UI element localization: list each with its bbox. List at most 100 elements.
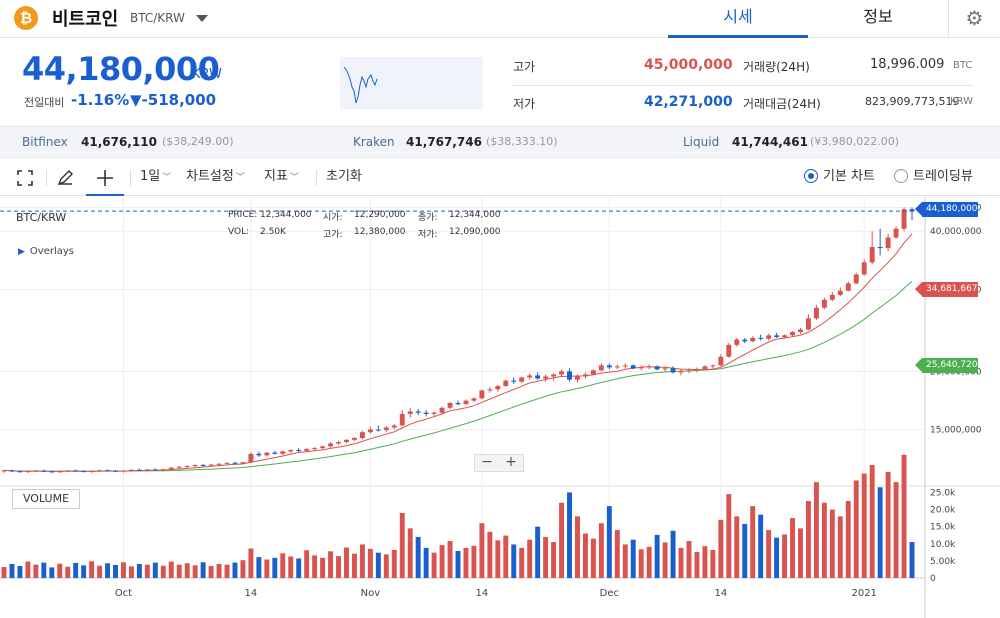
chevron-down-icon: ﹀ — [162, 173, 172, 183]
toolbar-divider — [130, 170, 131, 186]
candle-body — [606, 365, 612, 368]
y-tick-label: 15,000,000 — [930, 425, 982, 435]
volume-bar — [463, 547, 469, 578]
volume-bar — [598, 523, 604, 578]
mini-sparkline-chart — [340, 57, 483, 109]
candle-body — [543, 376, 549, 379]
mode-tradingview-radio[interactable]: 트레이딩뷰 — [894, 160, 973, 196]
volume-bar — [447, 541, 453, 578]
volume-bar — [551, 542, 557, 578]
candle-body — [391, 425, 397, 428]
volume-bar — [543, 536, 549, 578]
ohlc-open-label: 시가: — [323, 213, 343, 223]
candle-body — [344, 439, 349, 443]
candle-body — [367, 429, 373, 433]
volume-bar — [336, 556, 341, 578]
candle-body — [638, 367, 644, 369]
candle-body — [479, 390, 485, 399]
volume-tick-label: 15.0k — [930, 523, 956, 533]
candle-body — [790, 331, 795, 336]
fullscreen-icon[interactable] — [16, 160, 38, 196]
chart-settings-menu[interactable]: 차트설정 ﹀ — [186, 160, 245, 196]
mode-basic-label: 기본 차트 — [823, 169, 875, 184]
candle-body — [320, 446, 326, 449]
ohlc-low: 12,090,000 — [449, 227, 501, 237]
zoom-out-button[interactable]: − — [481, 454, 493, 470]
radio-checked-icon — [804, 168, 818, 183]
exchange-name[interactable]: Bitfinex — [22, 135, 68, 149]
volume-bar — [152, 562, 158, 578]
amount-value: 823,909,773,519 — [865, 95, 960, 108]
ma-long-tag: 25,640,720 — [915, 358, 978, 373]
candle-body — [798, 329, 803, 332]
mode-tradingview-label: 트레이딩뷰 — [913, 169, 973, 184]
volume-bar — [272, 557, 278, 578]
sparkline-line — [343, 66, 378, 104]
exchange-foreign-price: (¥3,980,022.00) — [810, 135, 900, 148]
x-tick-label: Oct — [115, 588, 132, 599]
candle-body — [328, 443, 334, 447]
stats-divider — [512, 85, 974, 86]
ohlc-price: 12,344,000 — [260, 210, 312, 220]
overlays-toggle[interactable]: ▶ Overlays — [18, 246, 79, 257]
exchange-name[interactable]: Liquid — [683, 135, 720, 149]
candle-body — [144, 469, 150, 471]
volume-bar — [455, 550, 461, 578]
coin-dropdown-chevron-icon[interactable] — [196, 15, 208, 22]
volume-bar — [256, 557, 262, 578]
last-price-tag: 44,180,000 — [915, 202, 978, 217]
current-price: 44,180,000 — [22, 50, 220, 88]
chart-settings-label: 차트설정 — [186, 169, 234, 184]
candle-body — [312, 448, 318, 450]
candle-body — [89, 470, 95, 472]
volume-tick-label: 10.0k — [930, 540, 956, 550]
tab-info[interactable]: 정보 — [863, 7, 893, 26]
volume-bar — [25, 561, 31, 578]
volume-bar — [208, 566, 214, 578]
volume-bar — [41, 562, 47, 578]
ohlc-close-label: 종가: — [418, 213, 438, 223]
volume-bar — [240, 560, 246, 578]
price-chart[interactable]: 45,000,00040,000,00030,000,00020,000,000… — [0, 197, 1000, 618]
candle-body — [845, 283, 851, 291]
volume-value: 18,996.009 — [870, 57, 945, 72]
indicators-menu[interactable]: 지표 ﹀ — [264, 160, 299, 196]
ohlc-high-label: 고가: — [323, 230, 343, 240]
amount-unit: KRW — [950, 96, 973, 107]
reset-button[interactable]: 초기화 — [326, 169, 362, 184]
tab-market-price[interactable]: 시세 — [668, 0, 808, 38]
chart-canvas[interactable]: 45,000,00040,000,00030,000,00020,000,000… — [0, 197, 1000, 618]
exchange-name[interactable]: Kraken — [353, 135, 395, 149]
volume-bar — [431, 552, 437, 578]
zoom-in-button[interactable]: + — [505, 454, 517, 470]
candle-body — [694, 369, 700, 371]
crosshair-icon[interactable] — [86, 160, 124, 196]
volume-bar — [224, 564, 230, 578]
candle-body — [208, 464, 214, 466]
exchange-price: 41,767,746 — [406, 135, 482, 149]
candle-body — [336, 442, 341, 444]
candle-body — [527, 375, 533, 378]
moving-average-long-line — [3, 281, 913, 472]
candle-body — [622, 365, 628, 367]
pencil-icon[interactable] — [56, 160, 78, 196]
volume-indicator-button[interactable]: VOLUME — [12, 489, 80, 509]
moving-average-short-line — [3, 233, 913, 472]
candle-body — [893, 228, 899, 238]
volume-bar — [813, 482, 819, 578]
candle-body — [232, 462, 238, 464]
candle-body — [710, 365, 716, 367]
coin-name[interactable]: 비트코인 — [52, 9, 119, 30]
gear-icon[interactable]: ⚙ — [948, 0, 1000, 38]
volume-tick-label: 20.0k — [930, 506, 956, 516]
interval-select[interactable]: 1일 ﹀ — [140, 160, 171, 196]
volume-bar — [798, 528, 803, 578]
volume-bar — [1, 567, 7, 578]
candle-body — [407, 411, 413, 414]
volume-bar — [845, 500, 851, 578]
coin-pair-code[interactable]: BTC/KRW — [130, 11, 185, 25]
x-tick-label: 14 — [714, 588, 727, 599]
mode-basic-radio[interactable]: 기본 차트 — [804, 160, 875, 196]
candle-body — [288, 450, 294, 452]
candle-body — [774, 335, 780, 338]
